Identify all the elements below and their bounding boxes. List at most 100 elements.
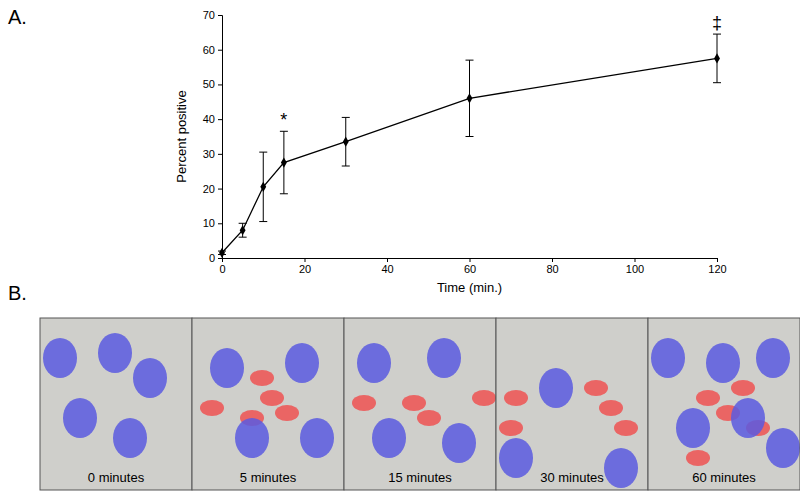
nucleus <box>706 343 740 383</box>
error-bar-cap <box>259 152 267 153</box>
micrograph: 30 minutes <box>496 318 648 490</box>
nucleus <box>731 398 765 438</box>
micrograph-frame <box>496 318 648 490</box>
x-tick-mark <box>470 258 471 262</box>
annotation: ‡ <box>712 13 722 33</box>
nucleus <box>285 343 319 383</box>
x-tick: 40 <box>381 258 393 275</box>
data-point <box>219 248 225 258</box>
stain <box>599 400 623 416</box>
x-tick-mark <box>305 258 306 262</box>
stain <box>260 390 284 406</box>
error-bar-cap <box>342 166 350 167</box>
x-tick-mark <box>635 258 636 262</box>
y-tick: 20 <box>203 183 222 195</box>
figure: A.B.020406080100120010203040506070Time (… <box>0 0 800 495</box>
data-point <box>467 93 473 103</box>
annotation: * <box>280 110 287 130</box>
error-bar-cap <box>342 117 350 118</box>
error-bar-cap <box>280 193 288 194</box>
y-axis-title: Percent positive <box>174 90 189 183</box>
x-tick: 100 <box>626 258 644 275</box>
data-line <box>222 58 717 252</box>
stain <box>584 380 608 396</box>
stain <box>472 390 496 406</box>
x-tick: 20 <box>299 258 311 275</box>
x-tick-label: 80 <box>546 263 558 275</box>
y-axis-line <box>218 16 223 259</box>
error-bar <box>342 117 350 166</box>
y-tick-label: 40 <box>203 113 215 125</box>
micrograph-frame <box>40 318 192 490</box>
y-tick: 30 <box>203 148 222 160</box>
x-tick-mark <box>717 258 718 262</box>
micrograph-background <box>40 318 192 490</box>
y-tick-mark <box>218 223 222 224</box>
y-tick-mark <box>218 50 222 51</box>
x-axis: 0 20 40 60 80 100 120 <box>219 258 726 275</box>
micrograph: 5 minutes <box>192 318 344 490</box>
error-bar-cap <box>259 221 267 222</box>
nucleus <box>676 408 710 448</box>
micrograph-caption: 60 minutes <box>692 470 756 485</box>
stain <box>402 395 426 411</box>
y-tick-label: 20 <box>203 183 215 195</box>
error-bar <box>239 223 247 237</box>
y-tick: 40 <box>203 113 222 125</box>
nucleus <box>539 368 573 408</box>
error-bar-cap <box>466 136 474 137</box>
y-tick: 70 <box>203 9 222 21</box>
y-tick-label: 50 <box>203 78 215 90</box>
stain <box>686 450 710 466</box>
y-tick-label: 30 <box>203 148 215 160</box>
micrograph: 0 minutes <box>40 318 192 490</box>
micrograph-caption: 30 minutes <box>540 470 604 485</box>
nucleus <box>427 338 461 378</box>
stain <box>499 420 523 436</box>
y-tick: 10 <box>203 217 222 229</box>
y-tick-label: 10 <box>203 217 215 229</box>
data-point <box>714 53 720 63</box>
nucleus <box>133 358 167 398</box>
data-point <box>281 157 287 167</box>
micrograph-background <box>192 318 344 490</box>
stain <box>417 410 441 426</box>
nucleus <box>756 338 790 378</box>
nucleus <box>43 338 77 378</box>
x-tick-label: 60 <box>464 263 476 275</box>
y-tick-mark <box>218 189 222 190</box>
micrograph-background <box>496 318 648 490</box>
nucleus <box>300 418 334 458</box>
micrograph-frame <box>344 318 496 490</box>
nucleus <box>210 348 244 388</box>
nucleus <box>98 333 132 373</box>
stain <box>504 390 528 406</box>
stain <box>614 420 638 436</box>
nucleus <box>604 448 638 488</box>
nucleus <box>651 338 685 378</box>
x-tick-label: 40 <box>381 263 393 275</box>
error-bar-cap <box>239 223 247 224</box>
data-point <box>240 225 246 235</box>
data-point <box>260 182 266 192</box>
nucleus <box>499 438 533 478</box>
x-tick-label: 0 <box>219 263 225 275</box>
nucleus <box>235 418 269 458</box>
panel-label: B. <box>8 282 27 304</box>
x-tick: 120 <box>708 258 726 275</box>
error-bar-cap <box>713 82 721 83</box>
y-tick-label: 70 <box>203 9 215 21</box>
micrograph-background <box>344 318 496 490</box>
nucleus <box>766 428 800 468</box>
panel-label: A. <box>8 6 27 28</box>
micrograph-caption: 0 minutes <box>88 470 145 485</box>
micrograph-frame <box>648 318 800 490</box>
micrograph-caption: 5 minutes <box>240 470 297 485</box>
y-tick-mark <box>218 119 222 120</box>
y-tick-label: 60 <box>203 44 215 56</box>
x-axis-line <box>223 259 718 263</box>
error-bar <box>466 60 474 136</box>
stain <box>731 380 755 396</box>
error-bar <box>713 34 721 83</box>
nucleus <box>357 343 391 383</box>
